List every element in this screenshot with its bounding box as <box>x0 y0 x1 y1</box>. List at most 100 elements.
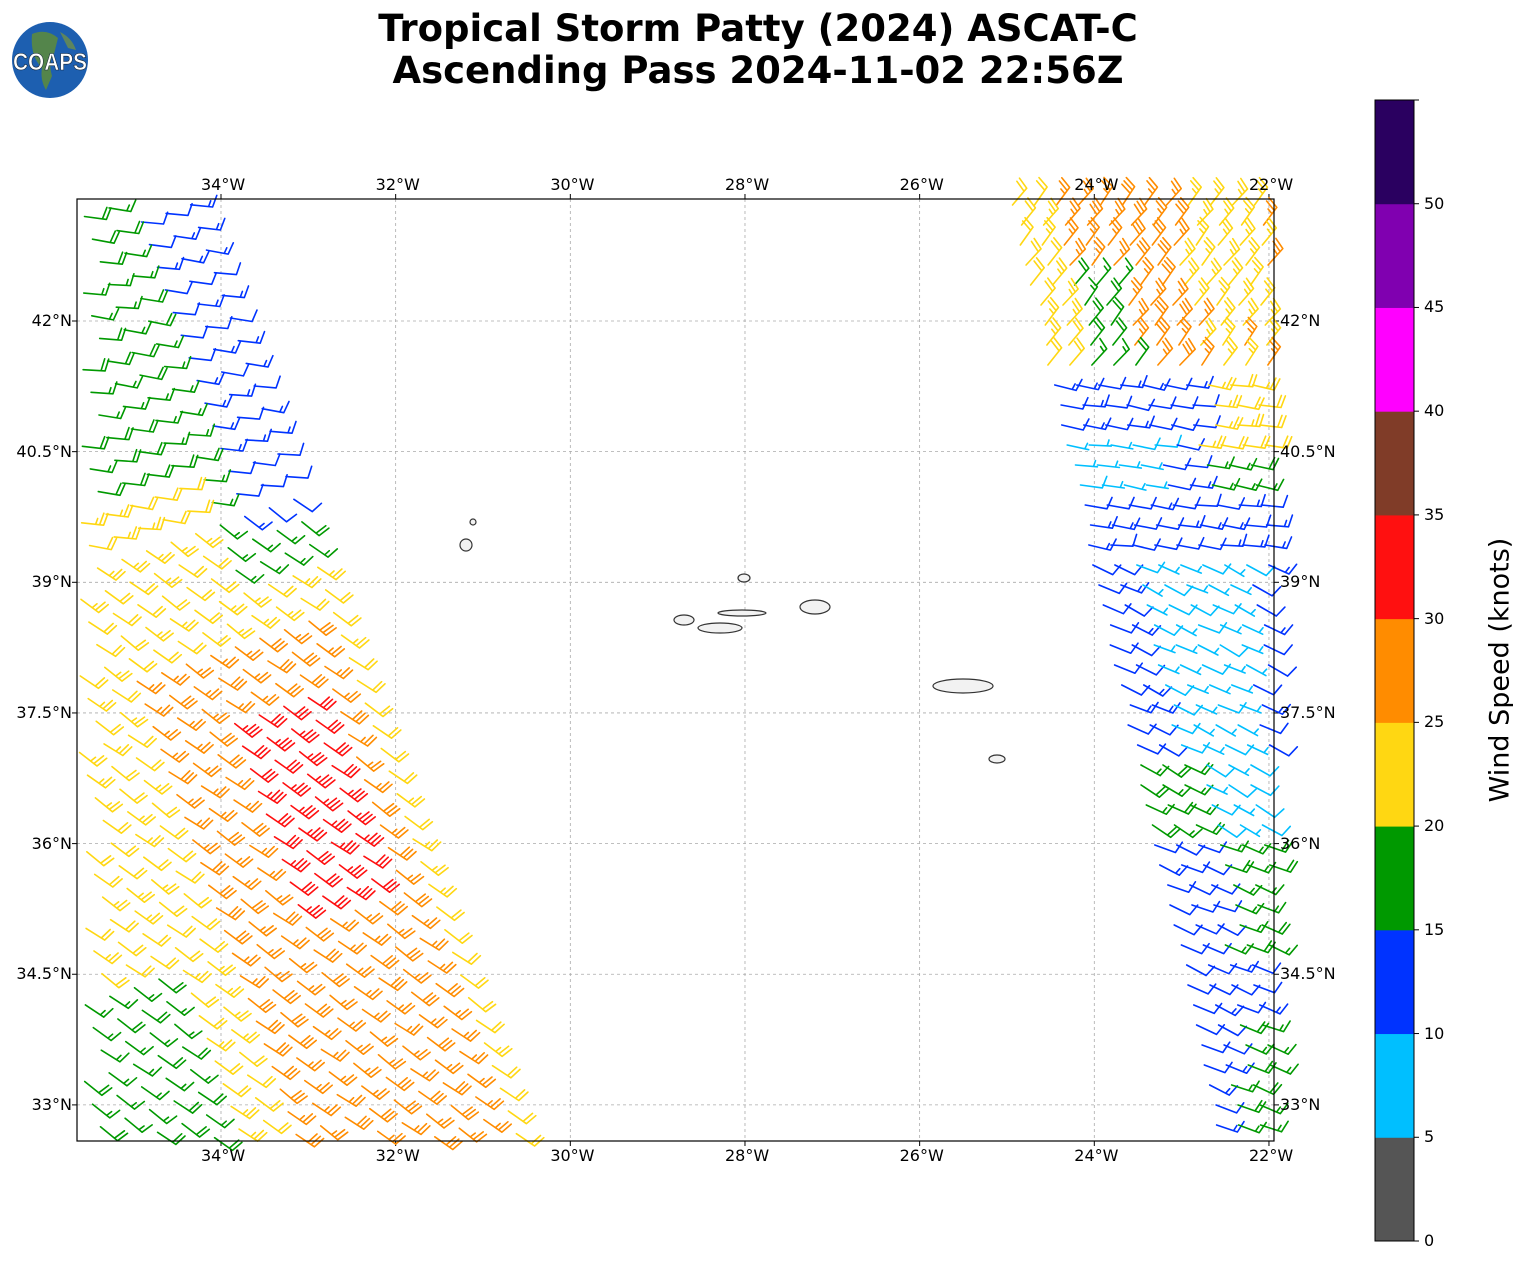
wind-barb <box>401 1122 431 1136</box>
wind-barb <box>1179 337 1196 366</box>
wind-barb <box>291 651 321 667</box>
wind-barb <box>90 381 118 395</box>
wind-barb <box>340 710 370 725</box>
wind-barb <box>371 801 401 817</box>
colorbar-tick-label: 50 <box>1424 193 1445 213</box>
wind-barb <box>1062 277 1079 306</box>
wind-barb <box>388 770 418 785</box>
wind-barb <box>1269 859 1299 873</box>
wind-barb <box>1121 176 1136 206</box>
wind-barb <box>184 740 214 754</box>
wind-barb <box>220 438 248 452</box>
wind-barb <box>1117 257 1134 286</box>
wind-barb <box>394 1022 424 1036</box>
wind-barb <box>1029 257 1045 286</box>
wind-barb <box>308 620 337 636</box>
wind-barb <box>1259 414 1287 429</box>
wind-barb <box>108 1072 138 1087</box>
wind-barb <box>292 575 322 589</box>
wind-barb <box>1215 1004 1245 1017</box>
colorbar-tick-label: 0 <box>1424 1231 1435 1250</box>
wind-barb <box>158 901 188 918</box>
wind-barb <box>180 325 209 339</box>
wind-barb <box>223 1006 252 1022</box>
wind-barb <box>113 526 142 540</box>
wind-barb <box>218 600 248 616</box>
wind-barb <box>1060 396 1089 410</box>
wind-barb <box>1231 984 1261 996</box>
wind-barb <box>1217 1024 1248 1037</box>
wind-barb <box>1198 841 1228 854</box>
wind-barb <box>1197 622 1228 634</box>
wind-barb <box>306 850 335 865</box>
wind-barb <box>153 649 183 664</box>
wind-barb <box>135 757 165 772</box>
wind-barb <box>106 351 135 366</box>
wind-barb <box>189 194 218 208</box>
wind-barb <box>83 1080 113 1097</box>
wind-barb <box>322 895 352 910</box>
colorbar-bin <box>1375 929 1414 1035</box>
wind-barb <box>205 242 235 255</box>
wind-barb <box>1180 742 1211 754</box>
wind-barb <box>262 1119 292 1135</box>
wind-barb <box>157 1054 187 1070</box>
wind-barb <box>182 969 212 984</box>
island <box>469 518 477 526</box>
wind-barb <box>137 516 166 531</box>
lon-tick-label-bottom: 24°W <box>1074 1146 1119 1165</box>
wind-barb <box>1069 237 1087 266</box>
wind-barb <box>287 1111 317 1126</box>
wind-barb <box>1208 376 1237 391</box>
colorbar-bin <box>1375 307 1414 412</box>
wind-barb <box>168 770 198 785</box>
wind-barb <box>108 199 137 213</box>
wind-barb <box>361 1008 391 1023</box>
colorbar-tick-label: 35 <box>1424 504 1445 524</box>
wind-barb <box>1123 482 1147 491</box>
wind-barb <box>225 776 255 791</box>
wind-barb <box>119 711 149 728</box>
wind-barb <box>165 1077 195 1092</box>
wind-barb <box>136 680 166 695</box>
wind-barb <box>1261 217 1278 246</box>
wind-barb <box>1158 564 1180 575</box>
lat-tick-label-right: 33°N <box>1280 1094 1321 1114</box>
wind-barb <box>1112 317 1128 346</box>
wind-barb <box>1262 197 1278 226</box>
wind-barb <box>420 861 449 877</box>
wind-barb <box>1225 1062 1255 1074</box>
island <box>673 614 695 626</box>
wind-barb <box>1162 457 1192 471</box>
wind-barb <box>234 646 264 661</box>
wind-barb <box>1176 297 1193 326</box>
wind-barb <box>181 1122 211 1138</box>
island <box>988 754 1006 764</box>
wind-barb <box>1245 237 1261 266</box>
wind-barb <box>1241 624 1264 635</box>
wind-barb <box>345 963 375 978</box>
wind-barb <box>1120 582 1150 594</box>
wind-barb <box>1073 257 1090 286</box>
wind-barb <box>95 720 125 736</box>
wind-barb <box>1249 256 1264 286</box>
wind-barb <box>338 864 368 879</box>
wind-barb <box>499 1087 529 1102</box>
wind-barb <box>354 909 384 925</box>
island <box>697 622 743 634</box>
wind-barb <box>199 938 229 953</box>
wind-barb <box>315 719 345 734</box>
wind-barb <box>1169 904 1199 916</box>
wind-barb <box>1194 277 1210 306</box>
lon-tick-label-top: 22°W <box>1248 175 1294 194</box>
wind-barb <box>451 1028 481 1042</box>
wind-barb <box>1133 517 1163 530</box>
wind-barb <box>151 879 180 895</box>
wind-barb <box>1242 297 1259 326</box>
colorbar-tick-label: 5 <box>1424 1127 1435 1147</box>
wind-barb <box>197 1091 227 1106</box>
wind-barb <box>291 728 320 744</box>
wind-barb <box>337 1017 367 1032</box>
wind-barb <box>124 1117 153 1133</box>
